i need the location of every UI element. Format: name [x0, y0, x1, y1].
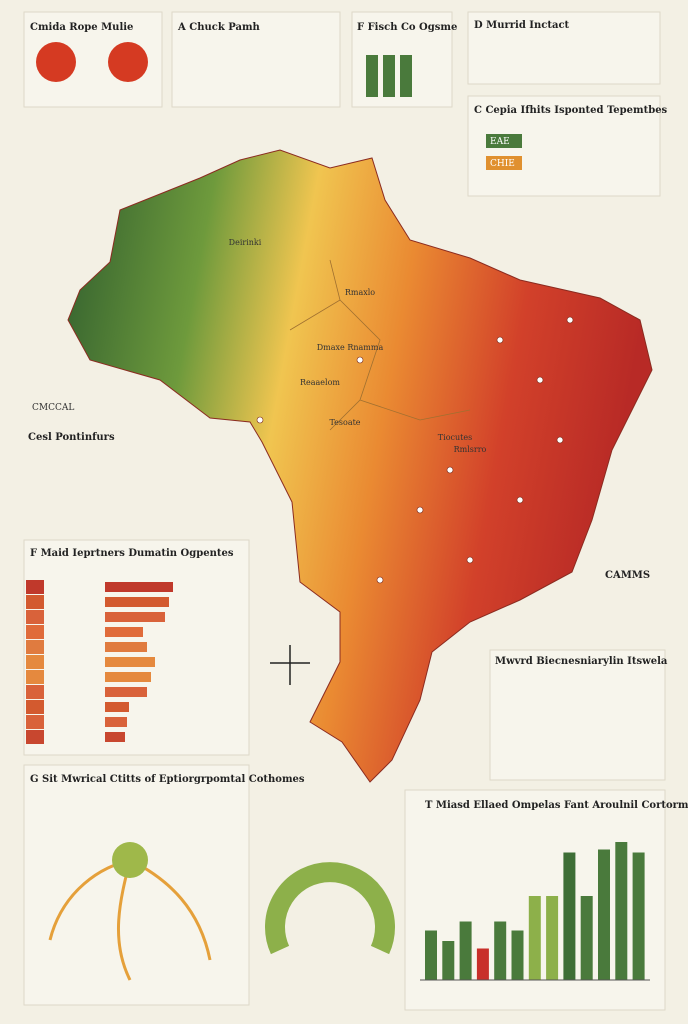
- legend-swatch: [26, 580, 44, 594]
- legend-swatch: [26, 730, 44, 744]
- panel-title: F Fisch Co Ogsme: [357, 22, 457, 33]
- tag-label: EAE: [490, 137, 510, 147]
- bar: [528, 896, 541, 980]
- panel-title: Mwvrd Biecnesniarylin Itswela: [495, 656, 668, 667]
- legend-swatch: [26, 715, 44, 729]
- panel-title: D Murrid Inctact: [474, 20, 570, 31]
- panel: [23, 764, 250, 1006]
- bar: [105, 642, 147, 652]
- map-brazil: [67, 149, 653, 783]
- panel-title: Cesl Pontinfurs: [28, 432, 115, 443]
- bar: [598, 849, 610, 980]
- legend-swatch: [26, 625, 44, 639]
- panel-title: T Miasd Ellaed Ompelas Fant Aroulnil Cor…: [425, 800, 688, 811]
- tag-label: CHIE: [490, 159, 515, 169]
- map-label: Tiocutes: [438, 433, 472, 442]
- ring-chart: [265, 862, 395, 955]
- map-label: Deirinki: [229, 238, 262, 247]
- map-label: Rmaxlo: [345, 288, 375, 297]
- legend-swatch: [26, 595, 44, 609]
- legend-swatch: [26, 640, 44, 654]
- columns-icon: [366, 55, 412, 97]
- legend-swatch: [26, 655, 44, 669]
- bar: [105, 702, 129, 712]
- bar: [580, 896, 593, 980]
- legend-swatch: [26, 610, 44, 624]
- panel-title: Cmida Rope Mulie: [30, 22, 133, 33]
- map-markers: [256, 316, 574, 584]
- panel: [489, 649, 666, 781]
- bar: [546, 896, 559, 980]
- map-borders: [289, 259, 471, 431]
- tomato-icon: [108, 42, 148, 82]
- bar: [105, 582, 173, 592]
- tag: [486, 156, 522, 170]
- bar: [105, 687, 147, 697]
- map-label: Rmlsrro: [454, 445, 487, 454]
- bloom: [48, 842, 212, 981]
- panel-header: CMCCAL: [32, 403, 74, 413]
- panel-title: A Chuck Pamh: [177, 22, 261, 33]
- panel-title: G Sit Mwrical Ctitts of Eptiorgrpomtal C…: [30, 774, 305, 785]
- legend-swatch: [26, 700, 44, 714]
- panel-title: F Maid Ieprtners Dumatin Ogpentes: [30, 548, 234, 559]
- bar: [105, 612, 165, 622]
- bar: [494, 921, 507, 980]
- legend-swatch: [26, 685, 44, 699]
- bar: [511, 930, 524, 980]
- compass: [270, 645, 310, 685]
- tag: [486, 134, 522, 148]
- bar: [442, 941, 455, 980]
- bar: [105, 732, 125, 742]
- panel: [467, 11, 661, 85]
- bar: [476, 948, 489, 980]
- tomato-icon: [36, 42, 76, 82]
- bar: [105, 597, 169, 607]
- bar: [632, 852, 645, 980]
- panel-title: CAMMS: [605, 570, 650, 581]
- map-label: Dmaxe Rnamma: [317, 343, 384, 352]
- bar: [459, 921, 472, 980]
- panel-title: C Cepia Ifhits Isponted Tepemtbes: [474, 105, 668, 116]
- bar: [105, 717, 127, 727]
- map-label: Tesoate: [329, 418, 360, 427]
- bar: [563, 852, 576, 980]
- panel: [171, 11, 341, 108]
- bar: [105, 657, 155, 667]
- bar: [425, 930, 437, 980]
- map-label: Reaaelom: [300, 378, 340, 387]
- bar: [615, 842, 628, 980]
- bar: [105, 672, 151, 682]
- legend-swatch: [26, 670, 44, 684]
- bar: [105, 627, 143, 637]
